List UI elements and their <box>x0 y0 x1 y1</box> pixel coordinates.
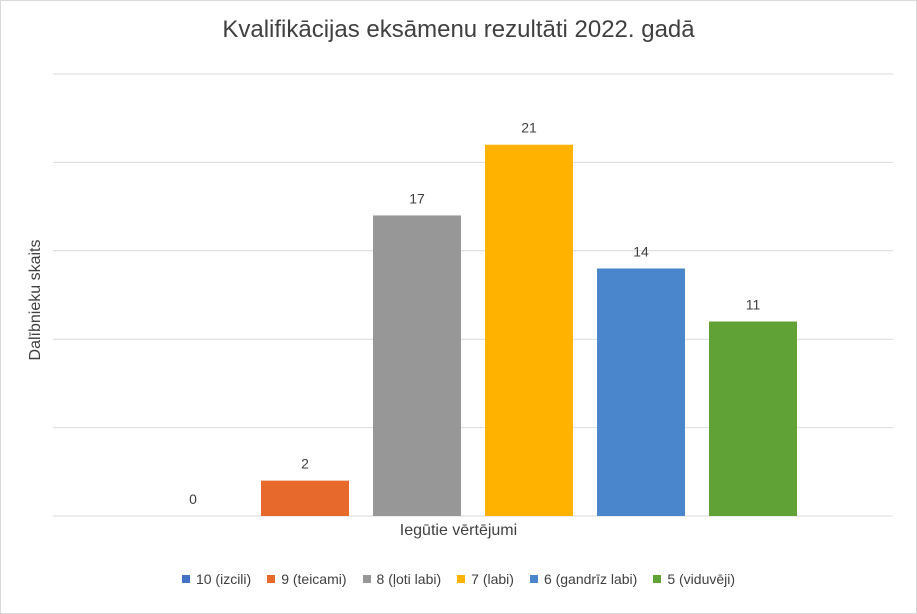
legend-swatch <box>529 575 538 583</box>
legend: 10 (izcili) 9 (teicami) 8 (ļoti labi) 7 (la… <box>0 571 917 587</box>
bar <box>261 480 349 516</box>
legend-swatch <box>267 575 276 583</box>
legend-item: 5 (viduvēji) <box>653 571 735 587</box>
data-label: 17 <box>409 190 425 206</box>
legend-swatch <box>181 575 190 583</box>
data-label: 21 <box>521 120 537 136</box>
chart-title: Kvalifikācijas eksāmenu rezultāti 2022. … <box>222 16 695 43</box>
legend-swatch <box>457 575 466 583</box>
legend-label: 7 (labi) <box>471 571 514 587</box>
legend-swatch <box>653 575 662 583</box>
legend-label: 8 (ļoti labi) <box>376 571 442 587</box>
bar <box>485 144 573 516</box>
legend-item: 7 (labi) <box>457 571 514 587</box>
data-label: 0 <box>189 491 197 507</box>
data-label: 14 <box>633 243 649 259</box>
legend-swatch <box>362 575 371 583</box>
legend-item: 10 (izcili) <box>181 571 252 587</box>
data-label: 11 <box>746 297 761 313</box>
bar <box>373 215 461 516</box>
data-label: 2 <box>301 456 309 472</box>
legend-item: 6 (gandrīz labi) <box>529 571 638 587</box>
legend-label: 5 (viduvēji) <box>667 571 736 587</box>
bar <box>709 321 797 516</box>
bar <box>597 268 685 516</box>
legend-label: 10 (izcili) <box>195 571 252 587</box>
legend-label: 6 (gandrīz labi) <box>543 571 638 587</box>
legend-label: 9 (teicami) <box>281 571 347 587</box>
x-axis-label: Iegūtie vērtējumi <box>399 522 518 539</box>
legend-item: 8 (ļoti labi) <box>362 571 442 587</box>
legend-item: 9 (teicami) <box>267 571 347 587</box>
